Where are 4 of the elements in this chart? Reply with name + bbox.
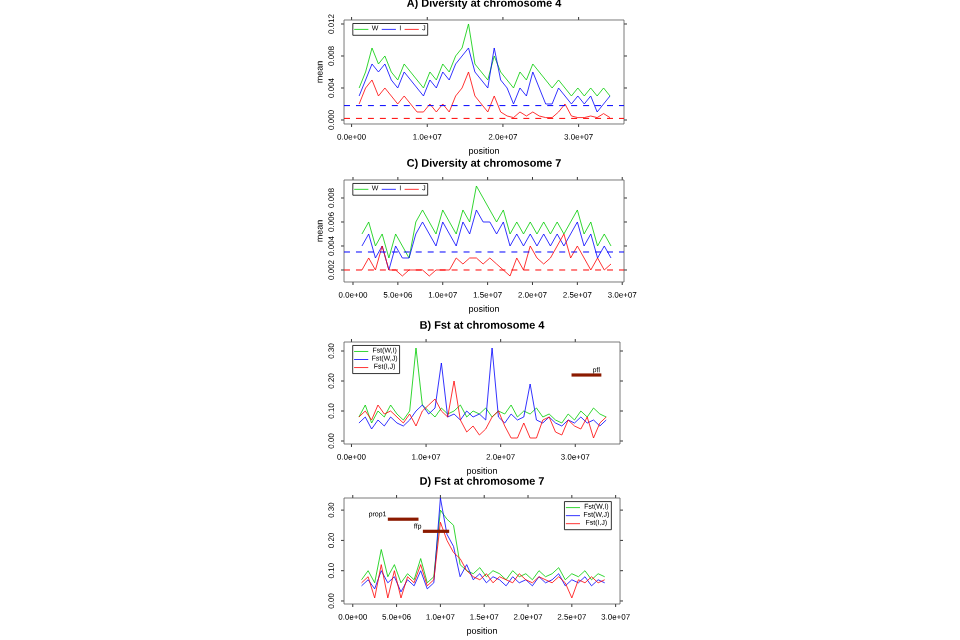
line-series (358, 380, 607, 439)
line-series (361, 509, 606, 584)
line-series (361, 185, 612, 259)
line-series (361, 498, 606, 593)
